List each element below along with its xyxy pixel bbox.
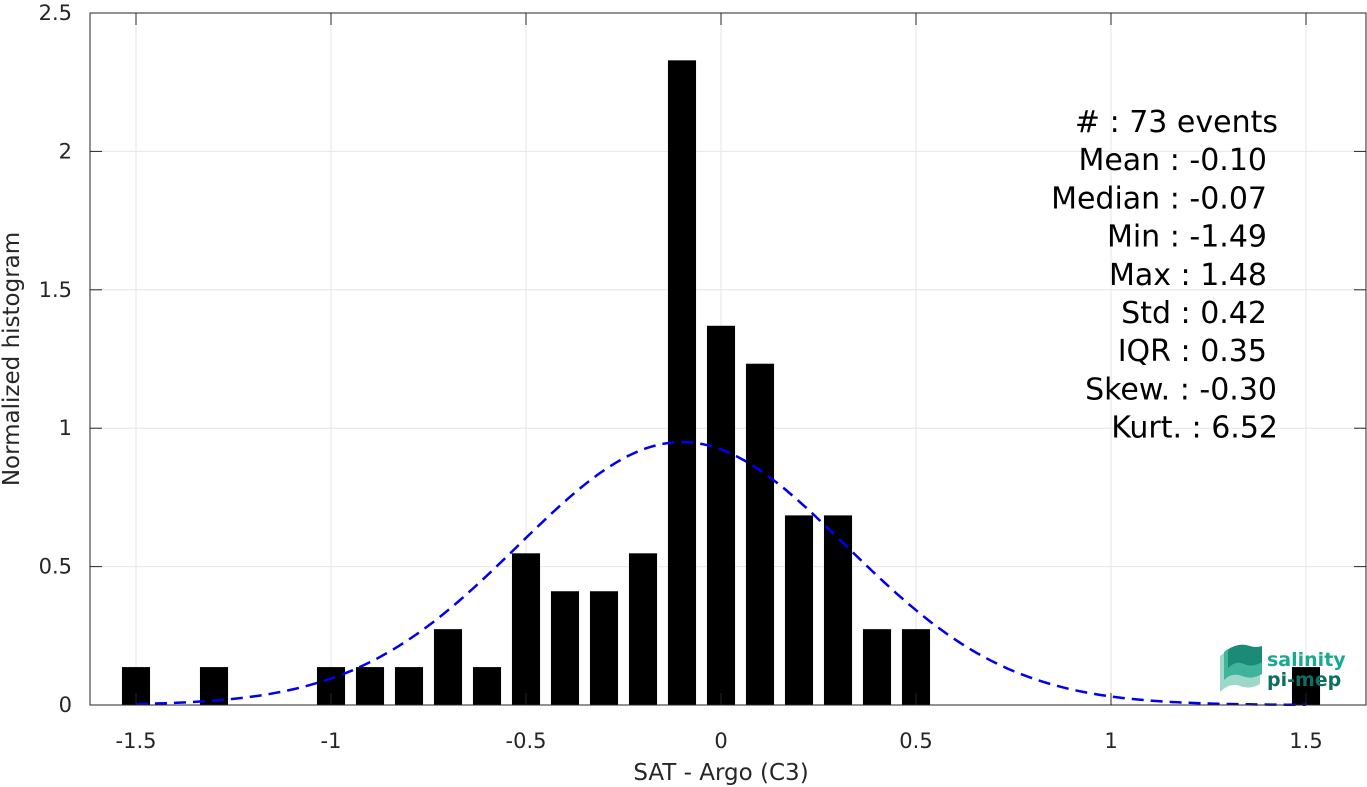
stat-line: Std : 0.42 bbox=[1121, 296, 1267, 331]
y-tick-label: 2.5 bbox=[39, 1, 72, 25]
x-tick-labels: -1.5 -1 -0.5 0 0.5 1 1.5 bbox=[116, 729, 1323, 753]
histogram-bar bbox=[784, 515, 814, 705]
histogram-bar bbox=[472, 667, 502, 705]
x-tick-label: 0.5 bbox=[899, 729, 932, 753]
x-tick-label: -1.5 bbox=[116, 729, 157, 753]
histogram-bar bbox=[667, 60, 697, 705]
histogram-bar bbox=[901, 629, 931, 705]
logo-waves-icon bbox=[1220, 644, 1262, 692]
histogram-bar bbox=[823, 515, 853, 705]
y-tick-label: 0 bbox=[59, 693, 72, 717]
histogram-bar bbox=[394, 667, 424, 705]
histogram-bar bbox=[706, 325, 736, 705]
histogram-bar bbox=[628, 553, 658, 705]
x-tick-label: -0.5 bbox=[506, 729, 547, 753]
salinity-pi-mep-logo: salinity pi-mep bbox=[1220, 644, 1346, 692]
y-tick-label: 1.5 bbox=[39, 278, 72, 302]
stat-line: Mean : -0.10 bbox=[1078, 143, 1267, 178]
histogram-bar bbox=[745, 363, 775, 705]
histogram-bar bbox=[862, 629, 892, 705]
axis-ticks bbox=[90, 12, 1366, 706]
histogram-bar bbox=[355, 667, 385, 705]
x-tick-label: 1 bbox=[1104, 729, 1117, 753]
y-tick-labels: 0 0.5 1 1.5 2 2.5 bbox=[39, 1, 72, 717]
x-tick-label: -1 bbox=[321, 729, 342, 753]
y-axis-label: Normalized histogram bbox=[0, 232, 25, 486]
stat-line: Median : -0.07 bbox=[1051, 181, 1267, 216]
x-axis-label: SAT - Argo (C3) bbox=[633, 760, 808, 786]
stat-line: Skew. : -0.30 bbox=[1085, 372, 1277, 407]
gaussian-fit-curve bbox=[135, 440, 1306, 707]
stat-line: Min : -1.49 bbox=[1107, 220, 1267, 255]
logo-line1: salinity bbox=[1267, 649, 1346, 671]
y-tick-label: 1 bbox=[59, 416, 72, 440]
stat-line: # : 73 events bbox=[1075, 105, 1278, 140]
logo-line2: pi-mep bbox=[1267, 669, 1341, 691]
histogram-bar bbox=[433, 629, 463, 705]
stat-line: Kurt. : 6.52 bbox=[1111, 411, 1278, 446]
y-tick-label: 0.5 bbox=[39, 555, 72, 579]
histogram-bar bbox=[511, 553, 541, 705]
plot-frame bbox=[89, 12, 1367, 706]
stat-line: IQR : 0.35 bbox=[1118, 334, 1267, 369]
x-tick-label: 1.5 bbox=[1289, 729, 1322, 753]
histogram-bar bbox=[550, 591, 580, 705]
y-tick-label: 2 bbox=[59, 139, 72, 163]
histogram-bar bbox=[589, 591, 619, 705]
x-tick-label: 0 bbox=[714, 729, 727, 753]
stat-line: Max : 1.48 bbox=[1109, 258, 1267, 293]
